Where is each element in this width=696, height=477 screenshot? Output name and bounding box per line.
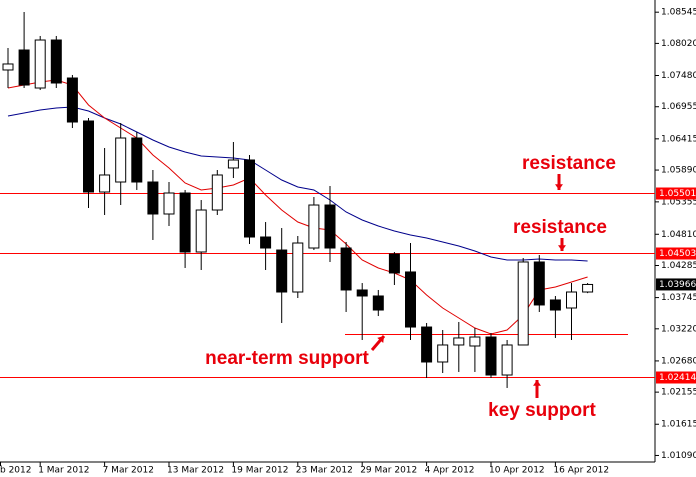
- bid-box: [656, 278, 696, 291]
- arrow-head: [377, 336, 384, 343]
- y-tick-label: 1.04810: [661, 230, 696, 240]
- candle-body: [421, 326, 433, 363]
- arrow-head: [558, 245, 566, 251]
- candle-body: [260, 236, 272, 249]
- x-tick-label: 23 Mar 2012: [296, 466, 353, 476]
- y-tick-label: 1.05355: [661, 197, 696, 207]
- candle-body: [131, 137, 143, 183]
- candle-body: [566, 291, 577, 309]
- price-label: 1.04503: [659, 249, 696, 259]
- candle-body: [453, 337, 465, 346]
- candle-body: [340, 247, 352, 291]
- arrow-head: [555, 184, 563, 190]
- candle-body: [405, 271, 416, 328]
- candle-body: [372, 295, 384, 311]
- y-tick-label: 1.03745: [661, 293, 696, 303]
- candle-body: [308, 204, 320, 249]
- candle-body: [292, 242, 304, 293]
- price-label-box: [656, 371, 696, 384]
- y-tick-label: 1.02680: [661, 356, 696, 366]
- y-tick-label: 1.01615: [661, 420, 696, 430]
- price-label-box: [656, 247, 696, 260]
- y-tick-label: 1.06415: [661, 134, 696, 144]
- candle-body: [50, 39, 62, 84]
- y-tick-label: 1.07480: [661, 71, 696, 81]
- x-tick-label: 7 Mar 2012: [103, 466, 154, 476]
- x-tick-label: 13 Mar 2012: [167, 466, 224, 476]
- candle-body: [388, 253, 400, 274]
- y-tick-label: 1.06955: [661, 102, 696, 112]
- price-label: 1.02414: [659, 373, 696, 383]
- y-tick-label: 1.04285: [661, 261, 696, 271]
- x-tick-label: 29 Mar 2012: [360, 466, 417, 476]
- candle-body: [83, 120, 94, 193]
- candle-body: [195, 209, 207, 253]
- candle-body: [582, 283, 594, 293]
- candle-body: [115, 137, 127, 183]
- candle-body: [99, 174, 111, 193]
- candle-body: [276, 249, 288, 293]
- candle-body: [517, 261, 529, 346]
- candle-body: [163, 192, 175, 215]
- annotation: near-term support: [205, 348, 369, 369]
- candle-body: [324, 204, 336, 249]
- x-tick-label: b 2012: [0, 466, 31, 476]
- price-label: 1.05501: [659, 189, 696, 199]
- candle-body: [244, 159, 255, 238]
- candle-body: [549, 299, 561, 311]
- candle-body: [211, 174, 223, 211]
- candle-body: [2, 63, 14, 71]
- annotation: resistance: [522, 153, 616, 174]
- y-tick-label: 1.05890: [661, 166, 696, 176]
- x-tick-label: 16 Apr 2012: [553, 466, 609, 476]
- y-tick-label: 1.02155: [661, 388, 696, 398]
- price-label-box: [656, 187, 696, 200]
- candle-body: [34, 39, 46, 89]
- candle-body: [485, 336, 497, 376]
- candle-body: [533, 261, 545, 306]
- y-tick-label: 1.03220: [661, 324, 696, 334]
- x-tick-label: 4 Apr 2012: [425, 466, 475, 476]
- x-tick-label: 1 Mar 2012: [38, 466, 89, 476]
- candle-body: [356, 289, 368, 297]
- candle-body: [469, 336, 481, 347]
- candle-body: [179, 192, 191, 253]
- candle-body: [18, 49, 30, 86]
- x-tick-label: 19 Mar 2012: [231, 466, 288, 476]
- arrow-head: [533, 380, 541, 386]
- y-tick-label: 1.08545: [661, 8, 696, 18]
- y-tick-label: 1.01090: [661, 451, 696, 461]
- candle-body: [147, 181, 159, 215]
- annotation: key support: [488, 400, 596, 421]
- x-tick-label: 10 Apr 2012: [489, 466, 545, 476]
- y-tick-label: 1.08020: [661, 39, 696, 49]
- candle-body: [66, 77, 78, 123]
- candle-body: [501, 344, 513, 376]
- candle-body: [437, 344, 449, 363]
- annotation: resistance: [513, 217, 607, 238]
- candle-body: [227, 159, 239, 169]
- bid-label: 1.03966: [659, 280, 696, 290]
